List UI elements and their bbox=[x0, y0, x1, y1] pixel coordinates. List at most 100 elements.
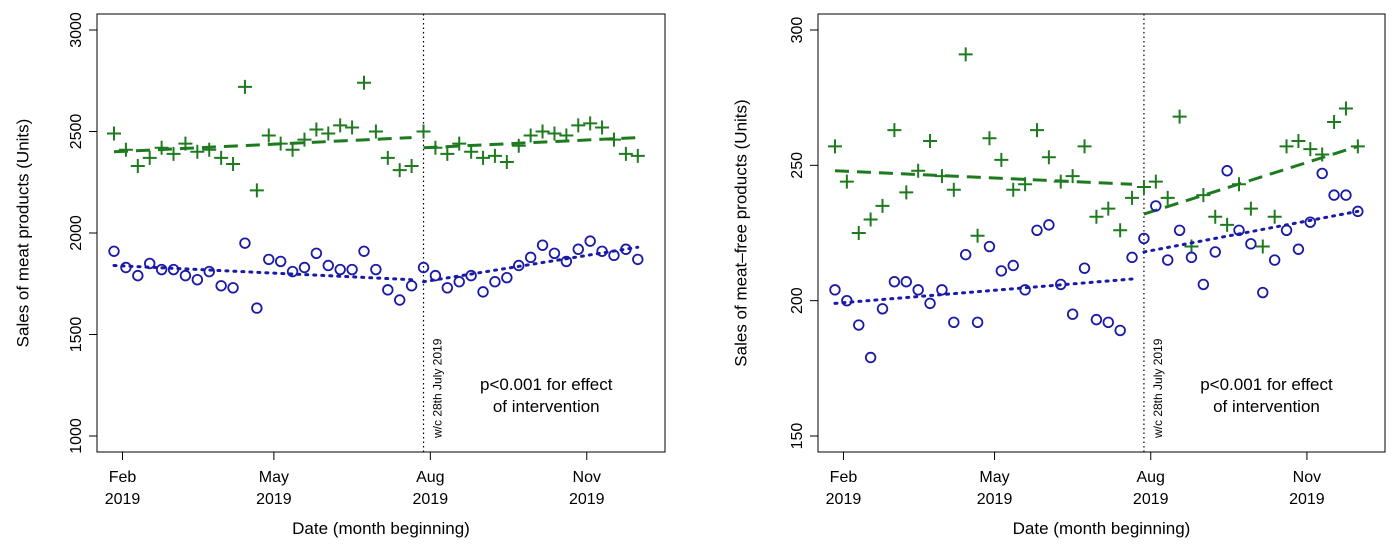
data-point-plus bbox=[1113, 223, 1128, 238]
series-plus bbox=[827, 47, 1365, 254]
data-point-plus bbox=[1303, 142, 1318, 157]
data-point-circle bbox=[477, 286, 489, 298]
data-point-plus bbox=[285, 142, 300, 157]
y-tick-label: 200 bbox=[789, 287, 806, 314]
x-tick-year: 2019 bbox=[1133, 491, 1169, 508]
data-point-plus bbox=[452, 136, 467, 151]
data-point-circle bbox=[620, 243, 632, 255]
data-point-circle bbox=[1031, 224, 1043, 236]
data-point-plus bbox=[970, 228, 985, 243]
trend-line bbox=[112, 263, 414, 282]
data-point-circle bbox=[1340, 189, 1352, 201]
data-point-circle bbox=[489, 276, 501, 288]
data-point-plus bbox=[1327, 115, 1342, 130]
chart-panel-2: 150 200 250 300 Feb 2019 May 2019 Aug 2019 Nov 2019… bbox=[731, 13, 1386, 538]
data-point-plus bbox=[630, 148, 645, 163]
data-point-circle bbox=[1043, 219, 1055, 231]
x-tick-month: May bbox=[259, 469, 289, 486]
p-value-annotation: of intervention bbox=[1213, 397, 1320, 416]
data-point-plus bbox=[166, 146, 181, 161]
data-point-plus bbox=[464, 144, 479, 159]
data-point-circle bbox=[632, 253, 644, 266]
data-point-plus bbox=[511, 138, 526, 153]
data-point-circle bbox=[108, 245, 120, 257]
data-point-plus bbox=[154, 140, 169, 155]
data-point-plus bbox=[273, 136, 288, 151]
data-point-plus bbox=[1006, 182, 1021, 197]
data-point-circle bbox=[959, 248, 972, 261]
data-point-plus bbox=[547, 126, 562, 141]
data-point-circle bbox=[1268, 254, 1281, 266]
data-point-plus bbox=[1243, 201, 1258, 216]
data-point-circle bbox=[524, 251, 537, 264]
data-point-plus bbox=[887, 123, 902, 138]
data-point-plus bbox=[1065, 169, 1080, 184]
x-tick-year: 2019 bbox=[826, 491, 862, 508]
data-point-plus bbox=[130, 159, 145, 174]
data-point-circle bbox=[1221, 165, 1233, 177]
data-point-plus bbox=[1338, 101, 1353, 116]
data-point-circle bbox=[1328, 189, 1340, 201]
data-point-plus bbox=[1041, 150, 1056, 165]
data-point-circle bbox=[167, 263, 180, 276]
data-point-plus bbox=[1101, 201, 1116, 216]
data-point-circle bbox=[441, 282, 454, 294]
trend-line bbox=[1142, 209, 1360, 254]
data-point-circle bbox=[203, 265, 215, 278]
data-point-circle bbox=[382, 284, 394, 296]
data-point-circle bbox=[322, 259, 334, 272]
data-point-plus bbox=[297, 132, 312, 147]
data-point-circle bbox=[239, 237, 251, 249]
data-point-circle bbox=[596, 245, 608, 257]
data-point-circle bbox=[888, 276, 901, 288]
data-point-plus bbox=[839, 174, 854, 189]
data-point-circle bbox=[548, 247, 561, 260]
trend-line bbox=[113, 136, 412, 154]
data-point-plus bbox=[1267, 209, 1282, 224]
y-tick-label: 150 bbox=[789, 423, 806, 450]
data-point-circle bbox=[1162, 254, 1174, 266]
data-point-plus bbox=[851, 226, 866, 240]
data-point-circle bbox=[1245, 238, 1257, 250]
data-point-plus bbox=[595, 120, 610, 135]
data-point-plus bbox=[994, 152, 1009, 167]
data-point-circle bbox=[1292, 243, 1305, 255]
data-point-circle bbox=[995, 265, 1008, 277]
data-point-plus bbox=[333, 118, 348, 133]
data-point-circle bbox=[394, 294, 406, 306]
data-point-plus bbox=[142, 150, 157, 165]
data-point-plus bbox=[946, 182, 961, 197]
p-value-annotation: p<0.001 for effect bbox=[1200, 375, 1333, 394]
data-point-circle bbox=[513, 259, 525, 272]
data-point-plus bbox=[416, 124, 431, 139]
data-point-circle bbox=[536, 239, 549, 251]
data-point-circle bbox=[572, 243, 584, 255]
data-point-plus bbox=[1279, 139, 1294, 154]
data-point-plus bbox=[1172, 109, 1187, 124]
data-point-circle bbox=[1019, 284, 1031, 296]
y-tick-label: 2000 bbox=[68, 215, 85, 251]
data-point-plus bbox=[249, 183, 264, 198]
data-point-plus bbox=[1053, 174, 1068, 189]
data-point-circle bbox=[227, 282, 239, 294]
data-point-circle bbox=[853, 319, 865, 331]
data-point-plus bbox=[356, 75, 371, 90]
trend-line bbox=[833, 277, 1134, 305]
data-point-circle bbox=[924, 297, 936, 310]
data-point-circle bbox=[298, 261, 311, 274]
data-point-circle bbox=[584, 235, 596, 247]
data-point-plus bbox=[535, 124, 550, 139]
data-point-plus bbox=[1220, 217, 1235, 232]
data-point-circle bbox=[1090, 313, 1103, 326]
data-point-circle bbox=[1304, 216, 1317, 228]
data-point-circle bbox=[274, 255, 287, 268]
data-point-plus bbox=[1255, 239, 1270, 254]
data-point-circle bbox=[864, 351, 877, 364]
data-point-circle bbox=[1280, 224, 1293, 236]
data-point-circle bbox=[841, 294, 853, 307]
data-point-circle bbox=[358, 245, 370, 257]
series-circle bbox=[108, 235, 644, 314]
y-tick-label: 300 bbox=[789, 17, 806, 44]
data-point-circle bbox=[948, 316, 960, 329]
